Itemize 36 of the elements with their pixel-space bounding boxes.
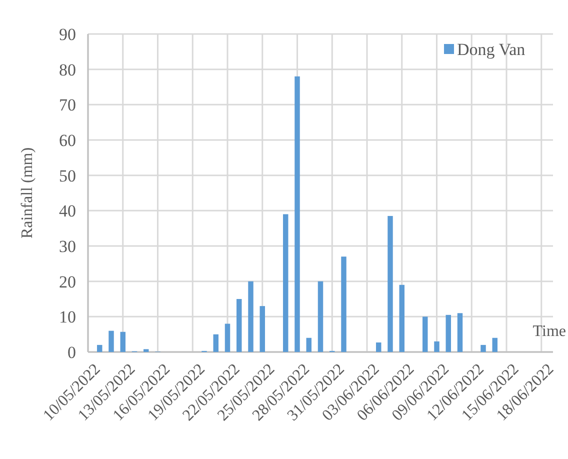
bar (120, 332, 126, 352)
bar (480, 344, 486, 352)
bar (97, 344, 102, 352)
y-tick-label: 80 (59, 60, 76, 80)
y-tick-label: 40 (59, 202, 76, 221)
y-tick-label: 30 (59, 236, 76, 256)
bar (248, 281, 254, 352)
bar (224, 324, 230, 352)
bar (236, 299, 242, 352)
bar (341, 256, 346, 352)
bar (318, 281, 324, 352)
bar (422, 316, 428, 352)
legend-label: Dong Van (457, 40, 526, 59)
bar (446, 314, 451, 352)
y-axis-title: Rainfall (mm) (19, 147, 36, 239)
bar (294, 76, 300, 352)
y-tick-label: 90 (59, 24, 76, 44)
y-tick-label: 10 (59, 308, 76, 327)
y-tick-label: 70 (59, 96, 76, 115)
bar (434, 341, 440, 352)
bar (283, 214, 288, 352)
y-tick-label: 50 (59, 166, 76, 186)
bar (376, 342, 382, 352)
bar (399, 284, 404, 352)
bar (108, 330, 114, 352)
bar (306, 338, 312, 352)
y-tick-label: 60 (59, 130, 76, 150)
y-tick-label: 0 (68, 342, 76, 362)
bar (492, 338, 498, 352)
x-axis-title: Time (532, 323, 566, 340)
bar (260, 306, 265, 352)
bar (144, 349, 149, 352)
bar (213, 334, 218, 352)
bar (388, 216, 393, 352)
y-tick-label: 20 (59, 272, 76, 292)
bar (457, 313, 463, 352)
